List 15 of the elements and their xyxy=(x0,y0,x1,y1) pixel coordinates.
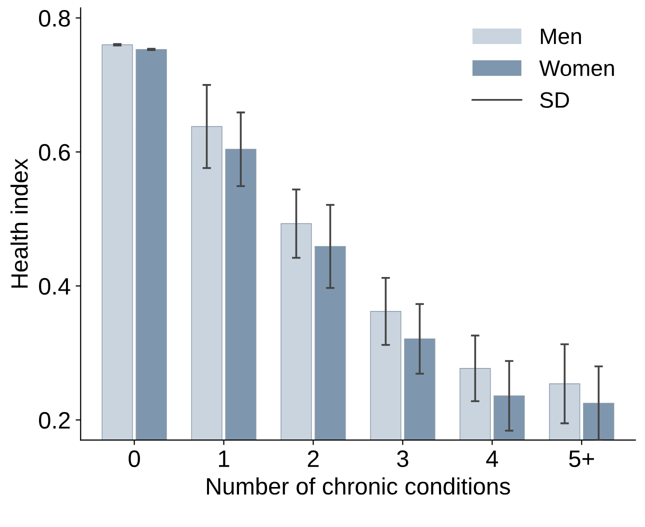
x-tick-label: 4 xyxy=(486,450,498,467)
y-axis-title: Health index xyxy=(10,158,28,288)
x-tick-label: 5+ xyxy=(569,450,594,468)
annotation: SD xyxy=(540,92,569,108)
y-tick-label: 0.4 xyxy=(39,278,70,295)
x-tick-label: 1 xyxy=(219,450,230,467)
x-tick-label: 0 xyxy=(128,450,140,468)
legend-label: Women xyxy=(539,60,614,76)
y-tick-label: 0.8 xyxy=(39,10,70,27)
x-axis-title: Number of chronic conditions xyxy=(207,477,510,495)
legend-label: Men xyxy=(540,28,581,44)
y-tick-label: 0.6 xyxy=(39,144,70,161)
y-tick-label: 0.2 xyxy=(39,412,70,429)
x-tick-label: 2 xyxy=(308,450,319,467)
x-tick-label: 3 xyxy=(397,450,408,468)
